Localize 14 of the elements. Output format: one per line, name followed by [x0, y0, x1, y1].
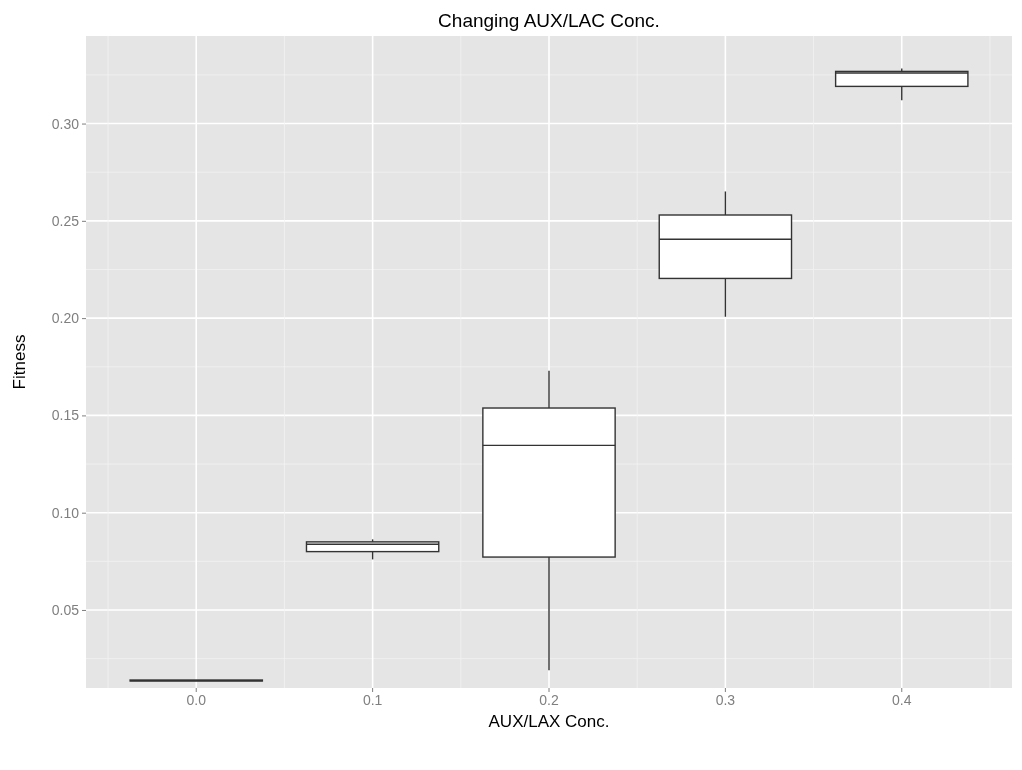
y-tick-label: 0.25 — [51, 212, 80, 229]
y-tick-label: 0.05 — [51, 601, 80, 618]
y-tick-label: 0.30 — [51, 115, 80, 132]
x-axis-title: AUX/LAX Conc. — [488, 712, 610, 731]
y-tick-label: 0.10 — [51, 504, 80, 521]
x-tick-label: 0.2 — [539, 691, 559, 708]
x-tick-label: 0.3 — [715, 691, 736, 708]
y-tick-label: 0.20 — [51, 310, 80, 327]
y-tick-label: 0.15 — [51, 407, 80, 424]
chart-title: Changing AUX/LAC Conc. — [438, 10, 660, 31]
y-axis-title: Fitness — [10, 334, 29, 390]
x-tick-label: 0.4 — [892, 691, 912, 708]
x-tick-label: 0.0 — [186, 691, 207, 708]
x-tick-label: 0.1 — [362, 691, 383, 708]
